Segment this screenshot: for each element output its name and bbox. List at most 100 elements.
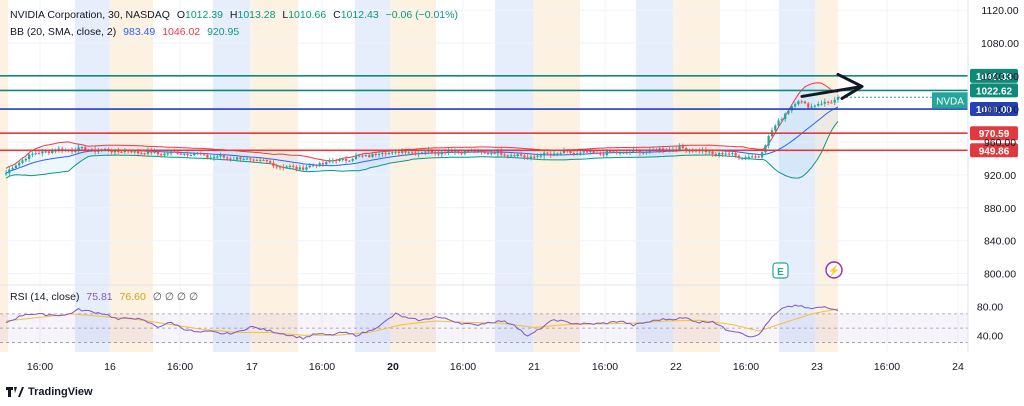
rsi-line: [5, 304, 839, 340]
candle: [308, 163, 311, 169]
candle-body: [529, 156, 533, 159]
candle-body: [437, 153, 440, 155]
candle: [751, 153, 754, 158]
candle-body: [543, 152, 546, 156]
candle-body: [618, 152, 622, 154]
candle-body: [420, 152, 424, 154]
time-tick-label: 23: [811, 361, 823, 373]
candle-body: [810, 106, 813, 108]
candle-body: [183, 153, 186, 155]
candle: [358, 154, 361, 158]
level-price-tag: [970, 68, 1018, 83]
candle-body: [295, 166, 298, 170]
candle-body: [331, 160, 335, 162]
symbol-title[interactable]: NVIDIA Corporation, 30, NASDAQ: [10, 9, 170, 21]
candle-body: [642, 152, 645, 154]
candle-body: [160, 154, 163, 156]
candle-body: [410, 152, 414, 154]
rsi-ma-value: 76.60: [119, 291, 146, 303]
candle: [559, 151, 562, 156]
annotations: E ⚡: [772, 72, 864, 279]
time-tick-label: 22: [670, 361, 682, 373]
tradingview-logo[interactable]: TradingView: [6, 386, 93, 398]
candle: [146, 147, 150, 157]
candle-body: [219, 155, 222, 157]
candle: [318, 161, 321, 167]
candle: [31, 151, 34, 158]
candle: [414, 151, 417, 156]
candle: [206, 152, 209, 160]
rsi-title[interactable]: RSI (14, close): [10, 291, 80, 303]
candle-body: [44, 151, 47, 153]
candle-body: [401, 151, 404, 154]
session-band: [355, 0, 390, 352]
candle-body: [549, 153, 552, 155]
candle-body: [222, 155, 226, 158]
candle: [202, 152, 206, 156]
rsi-value: 75.81: [86, 291, 113, 303]
candle-body: [80, 147, 84, 149]
candle-body: [308, 165, 311, 168]
candle-body: [249, 158, 252, 160]
candle: [572, 150, 576, 157]
candle: [186, 151, 189, 158]
candle-body: [417, 152, 420, 155]
candle: [344, 155, 348, 164]
candle: [744, 155, 747, 161]
candle-body: [179, 153, 183, 155]
candle: [153, 148, 156, 154]
candle: [681, 143, 684, 150]
candle: [387, 152, 391, 156]
candle-body: [681, 146, 684, 149]
horizontal-levels: 1040.33 1022.62 1000.00 970.59 949.86 NVDA: [0, 68, 1018, 158]
candle: [813, 104, 817, 109]
candle: [51, 148, 54, 155]
candle-body: [430, 150, 434, 153]
rsi-pane: [0, 304, 968, 343]
candle-body: [556, 153, 559, 155]
candle: [741, 156, 744, 161]
candle: [34, 150, 37, 156]
candle-body: [97, 150, 100, 152]
candle: [645, 150, 648, 155]
price-tick-label: 800.00: [984, 269, 1016, 281]
candle-body: [803, 101, 807, 104]
candle: [777, 118, 780, 128]
candle-body: [348, 160, 351, 162]
candle: [549, 151, 552, 158]
candle: [546, 151, 549, 155]
candle: [708, 150, 711, 155]
axes: 1120.00 1080.00 1040.00 1000.00 960.00 920.00…: [0, 0, 1019, 373]
candle: [618, 151, 622, 156]
candle-body: [589, 150, 592, 153]
candle: [262, 158, 265, 161]
bb-title[interactable]: BB (20, SMA, close, 2): [10, 26, 117, 38]
candle-body: [354, 155, 358, 159]
candle: [800, 99, 803, 104]
candle-body: [176, 151, 179, 154]
candle: [420, 151, 424, 155]
time-tick-label: 16:00: [450, 361, 476, 373]
candle-body: [120, 151, 123, 153]
candle-body: [486, 152, 490, 154]
candle-body: [27, 154, 31, 159]
candle: [440, 150, 443, 158]
candle-body: [193, 153, 196, 156]
candle: [780, 117, 784, 123]
candle-body: [717, 153, 721, 155]
earnings-badge-label: E: [777, 267, 784, 278]
candle: [622, 151, 625, 154]
candle-body: [569, 150, 572, 153]
candle-body: [744, 157, 747, 159]
candle-body: [708, 151, 711, 153]
candle: [381, 151, 384, 157]
candle: [493, 150, 496, 155]
candle: [793, 102, 797, 108]
candle-body: [741, 158, 744, 160]
candle-body: [74, 150, 77, 152]
candle: [338, 157, 341, 163]
candle: [539, 152, 543, 159]
candle-body: [516, 154, 519, 157]
candle-body: [146, 150, 150, 154]
